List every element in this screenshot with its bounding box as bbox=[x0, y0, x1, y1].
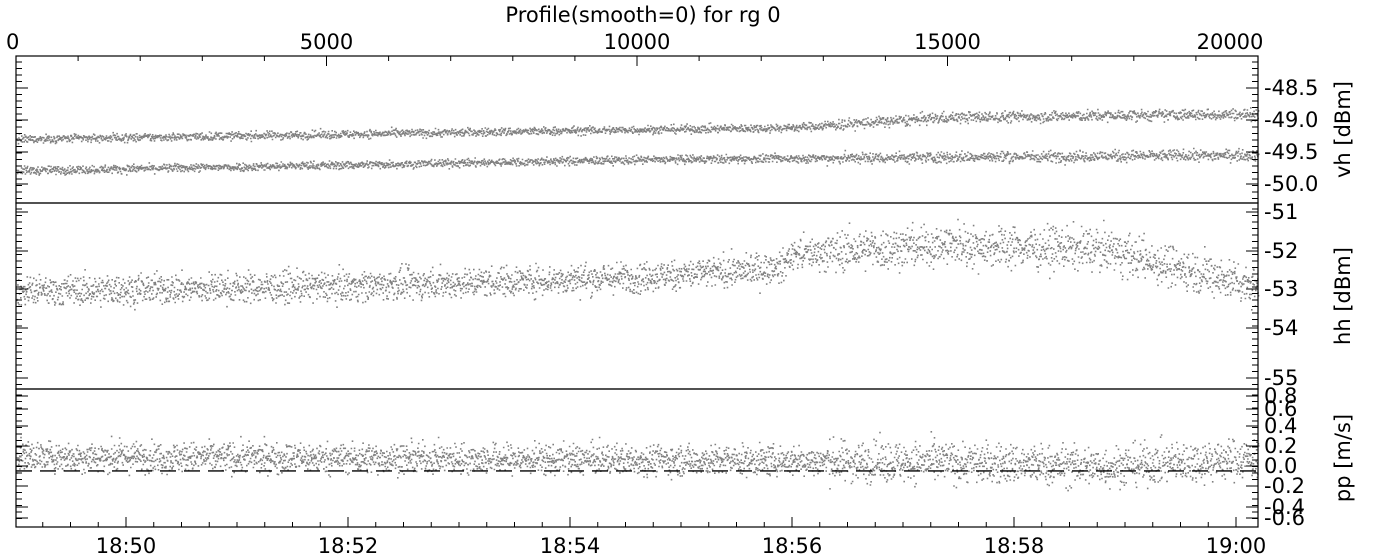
top-axis-tick-label: 15000 bbox=[914, 30, 981, 54]
time-axis-tick-label: 18:52 bbox=[318, 534, 379, 558]
panel-1-tick-label: -49.5 bbox=[1264, 140, 1318, 164]
panel-2-frame bbox=[15, 202, 1259, 390]
panel-1-tick-label: -50.0 bbox=[1264, 172, 1318, 196]
labels-layer: -48.5 -49.0 -49.5 -50.0 vh [dBm] -51 -52 -53 -54… bbox=[6, 3, 1355, 558]
ticks-layer bbox=[15, 56, 1259, 527]
panel-2-tick-label: -54 bbox=[1264, 316, 1298, 340]
panel-1-tick-label: -48.5 bbox=[1264, 76, 1318, 100]
panel-1-ylabel: vh [dBm] bbox=[1331, 81, 1355, 178]
time-axis-tick-label: 19:00 bbox=[1206, 534, 1267, 558]
top-axis-tick-label: 0 bbox=[6, 30, 19, 54]
panel-3-tick-label: -0.4 bbox=[1264, 495, 1305, 519]
panel-2-tick-label: -55 bbox=[1264, 366, 1298, 390]
time-axis-tick-label: 18:54 bbox=[540, 534, 601, 558]
time-axis-tick-label: 18:56 bbox=[762, 534, 823, 558]
top-axis-tick-label: 20000 bbox=[1197, 30, 1264, 54]
panel-3-tick-label: 0.0 bbox=[1264, 454, 1297, 478]
panel-2-tick-label: -53 bbox=[1264, 277, 1298, 301]
panel-3-tick-label: -0.2 bbox=[1264, 474, 1305, 498]
data-points-layer bbox=[16, 107, 1260, 492]
panel-2-ylabel: hh [dBm] bbox=[1331, 247, 1355, 345]
panel-3-tick-label: 0.8 bbox=[1264, 384, 1297, 408]
panel-3-tick-label: 0.6 bbox=[1264, 397, 1297, 421]
panel-1-points bbox=[16, 107, 1260, 176]
panel-1-tick-label: -49.0 bbox=[1264, 108, 1318, 132]
chart-title: Profile(smooth=0) for rg 0 bbox=[505, 3, 780, 27]
panel-3-frame bbox=[15, 388, 1259, 528]
top-axis-tick-label: 5000 bbox=[300, 30, 353, 54]
panel-2-tick-label: -51 bbox=[1264, 200, 1298, 224]
panel-3-tick-label: 0.2 bbox=[1264, 434, 1297, 458]
panel-2-tick-label: -52 bbox=[1264, 239, 1298, 263]
panel-3-tick-label: 0.4 bbox=[1264, 414, 1297, 438]
panel-3-points bbox=[16, 431, 1260, 492]
time-axis-tick-label: 18:58 bbox=[984, 534, 1045, 558]
top-axis-tick-label: 10000 bbox=[604, 30, 671, 54]
panel-2-points bbox=[16, 218, 1260, 311]
panel-frames-layer bbox=[15, 55, 1259, 528]
time-axis-tick-label: 18:50 bbox=[96, 534, 157, 558]
panel-3-ylabel: pp [m/s] bbox=[1331, 414, 1355, 502]
panel-3-tick-label: -0.6 bbox=[1264, 506, 1305, 530]
